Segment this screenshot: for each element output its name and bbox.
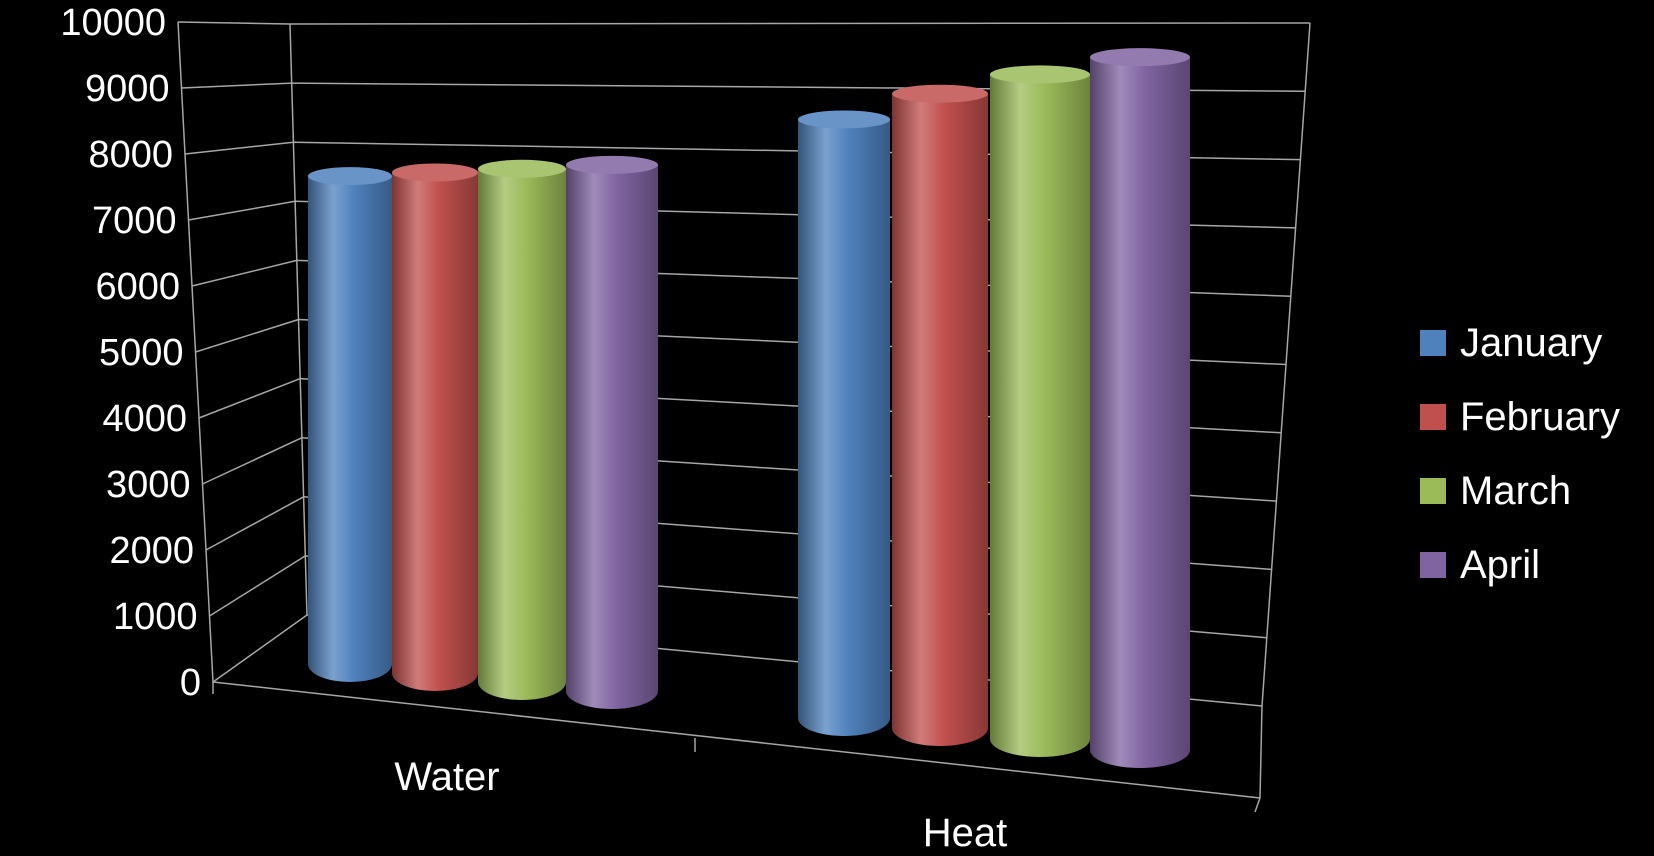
cylinder-body	[392, 172, 478, 691]
bars	[308, 48, 1190, 768]
cylinder-body	[892, 93, 988, 747]
legend: January February March April	[1420, 306, 1650, 602]
bar-heat-march	[990, 65, 1090, 758]
side-wall-gridline	[202, 437, 303, 485]
y-tick-label: 5000	[99, 332, 184, 374]
legend-item-march: March	[1420, 454, 1650, 528]
legend-swatch-february	[1420, 404, 1446, 430]
cylinder-top	[798, 110, 890, 129]
axis-frame-line	[289, 23, 308, 616]
side-wall-gridline	[191, 259, 297, 287]
side-wall-gridline	[205, 496, 304, 551]
legend-item-january: January	[1420, 306, 1650, 380]
y-tick-label: 7000	[92, 200, 177, 242]
category-label-heat: Heat	[923, 811, 1008, 855]
axis-frame-line	[1261, 22, 1311, 707]
bar-water-february	[392, 163, 478, 691]
side-wall-gridline	[198, 377, 301, 419]
cylinder-body	[478, 168, 566, 700]
legend-label-february: February	[1460, 394, 1621, 439]
legend-swatch-april	[1420, 552, 1446, 578]
legend-swatch-january	[1420, 330, 1446, 356]
axis-frame-line	[212, 681, 1261, 799]
x-axis-categories: Water Heat	[394, 755, 1007, 855]
y-tick-label: 10000	[60, 2, 166, 44]
y-tick-label: 2000	[109, 530, 194, 572]
bar-heat-february	[892, 84, 988, 747]
legend-item-february: February	[1420, 380, 1650, 454]
bar-water-march	[478, 159, 566, 700]
axis-frame-line	[177, 21, 214, 683]
legend-label-january: January	[1460, 320, 1603, 365]
cylinder-body	[798, 119, 890, 736]
legend-swatch-march	[1420, 478, 1446, 504]
side-wall-gridline	[177, 21, 291, 25]
axis-frame-line	[1259, 705, 1263, 799]
side-wall-gridline	[181, 82, 292, 89]
cylinder-top	[392, 163, 478, 182]
y-tick-label: 0	[180, 662, 201, 704]
side-wall-gridline	[212, 614, 308, 683]
side-wall-gridline	[184, 141, 294, 155]
axis-frame-line	[1254, 797, 1261, 813]
cylinder-top	[1090, 48, 1190, 67]
back-wall-gridline	[289, 22, 1311, 25]
y-axis-ticks: 0 1000 2000 3000 4000 5000 6000 7000 8000 9000 100…	[60, 2, 201, 704]
cylinder-top	[308, 167, 392, 186]
side-wall-gridline	[195, 318, 299, 353]
y-tick-label: 9000	[85, 68, 170, 110]
cylinder-body	[566, 164, 658, 710]
cylinder-body	[990, 74, 1090, 758]
side-wall-gridline	[209, 555, 306, 617]
cylinder-top	[566, 155, 658, 174]
legend-label-april: April	[1460, 542, 1541, 587]
bar-heat-april	[1090, 48, 1190, 768]
y-tick-label: 6000	[95, 266, 180, 308]
bar-heat-january	[798, 110, 890, 736]
legend-label-march: March	[1460, 468, 1572, 513]
cylinder-top	[990, 65, 1090, 84]
cylinder-body	[308, 176, 392, 682]
cylinder-top	[892, 84, 988, 103]
cylinder-top	[478, 159, 566, 178]
side-wall-gridline	[188, 200, 296, 221]
category-label-water: Water	[394, 755, 499, 799]
y-tick-label: 4000	[102, 398, 187, 440]
bar-water-january	[308, 167, 392, 682]
y-tick-label: 8000	[88, 134, 173, 176]
cylinder-body	[1090, 57, 1190, 768]
legend-item-april: April	[1420, 528, 1650, 602]
bar-water-april	[566, 155, 658, 710]
y-tick-label: 3000	[106, 464, 191, 506]
y-tick-label: 1000	[113, 596, 198, 638]
